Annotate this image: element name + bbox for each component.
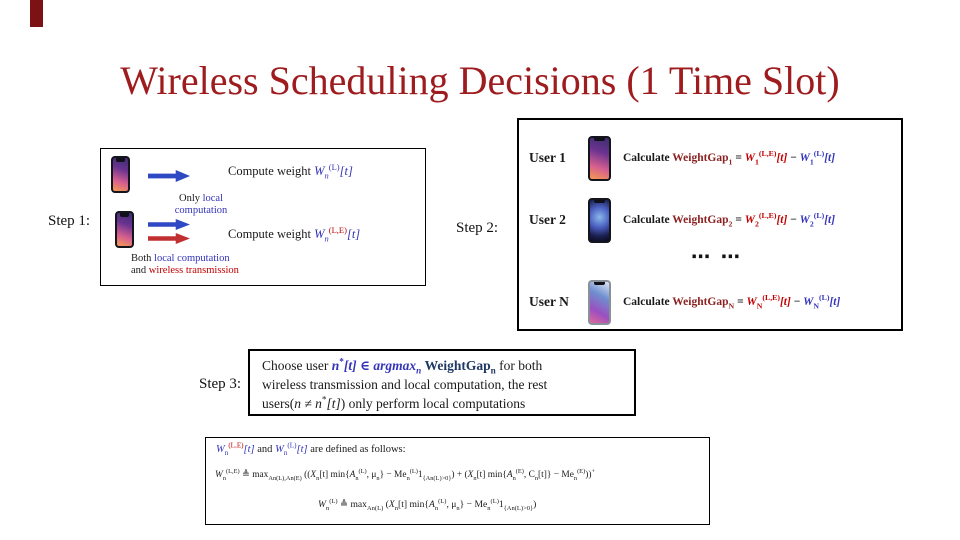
user-row: User 1 Calculate WeightGap1 = W1(L,E)[t]… bbox=[529, 132, 895, 184]
step1-box: Compute weight Wn(L)[t] Only local compu… bbox=[100, 148, 426, 286]
user-label: User 2 bbox=[529, 212, 566, 227]
phone-notch-icon bbox=[594, 281, 605, 285]
smartphone-icon bbox=[588, 197, 611, 243]
smartphone-icon bbox=[588, 135, 611, 181]
compute-weight-local-edge-text: Compute weight Wn(L,E)[t] bbox=[228, 224, 361, 244]
definitions-intro-line: Wn(L,E)[t] and Wn(L)[t] are defined as f… bbox=[216, 441, 406, 458]
phone-notch-icon bbox=[120, 213, 129, 217]
step2-label: Step 2: bbox=[456, 220, 499, 236]
both-modes-caption-line2: and wireless transmission bbox=[131, 265, 239, 276]
blue-right-arrow-icon bbox=[148, 219, 190, 230]
phone-notch-icon bbox=[116, 158, 125, 162]
user-row: User N Calculate WeightGapN = WN(L,E)[t]… bbox=[529, 276, 895, 328]
smartphone-icon bbox=[111, 156, 130, 193]
both-modes-caption-line1: Both local computation bbox=[131, 253, 230, 264]
step3-box: Choose user n*[t] ∈ argmaxn WeightGapn f… bbox=[248, 349, 636, 416]
only-local-caption-line2: computation bbox=[174, 205, 228, 216]
choose-user-line1: Choose user n*[t] ∈ argmaxn WeightGapn f… bbox=[262, 356, 543, 376]
weightgap-equation: Calculate WeightGapN = WN(L,E)[t] − WN(L… bbox=[623, 293, 841, 311]
both-modes-caption: Both local computation and wireless tran… bbox=[131, 253, 239, 277]
weightgap-equation: Calculate WeightGap2 = W2(L,E)[t] − W2(L… bbox=[623, 211, 836, 229]
choose-user-line3: users(n ≠ n*[t]) only perform local comp… bbox=[262, 394, 526, 411]
step1-label: Step 1: bbox=[48, 213, 91, 229]
weight-local-definition: Wn(L) ≜ maxAn(L) (Xn[t] min{An(L), μn} −… bbox=[318, 497, 537, 512]
blue-right-arrow-icon bbox=[148, 170, 190, 182]
user-row: User 2 Calculate WeightGap2 = W2(L,E)[t]… bbox=[529, 194, 895, 246]
only-local-caption-line1: Only local bbox=[178, 193, 224, 204]
only-local-caption: Only local computation bbox=[137, 193, 265, 217]
weightgap-equation: Calculate WeightGap1 = W1(L,E)[t] − W1(L… bbox=[623, 149, 836, 167]
step3-label: Step 3: bbox=[199, 376, 242, 392]
ellipsis-text: ⋯ ⋯ bbox=[691, 247, 743, 268]
smartphone-icon bbox=[588, 279, 611, 325]
user-label: User N bbox=[529, 294, 569, 309]
definitions-box: Wn(L,E)[t] and Wn(L)[t] are defined as f… bbox=[205, 437, 710, 525]
phone-notch-icon bbox=[594, 199, 605, 203]
choose-user-line2: wireless transmission and local computat… bbox=[262, 377, 548, 392]
step2-box: User 1 Calculate WeightGap1 = W1(L,E)[t]… bbox=[517, 118, 903, 331]
weight-local-edge-definition: Wn(L,E) ≜ maxAn(L),An(E) ((Xn[t] min{An(… bbox=[215, 467, 596, 482]
slide-title: Wireless Scheduling Decisions (1 Time Sl… bbox=[120, 58, 840, 103]
smartphone-icon bbox=[115, 211, 134, 248]
phone-notch-icon bbox=[594, 137, 605, 141]
slide-corner-decoration bbox=[30, 0, 43, 27]
compute-weight-local-text: Compute weight Wn(L)[t] bbox=[228, 161, 353, 181]
user-label: User 1 bbox=[529, 150, 566, 165]
red-right-arrow-icon bbox=[148, 233, 190, 244]
